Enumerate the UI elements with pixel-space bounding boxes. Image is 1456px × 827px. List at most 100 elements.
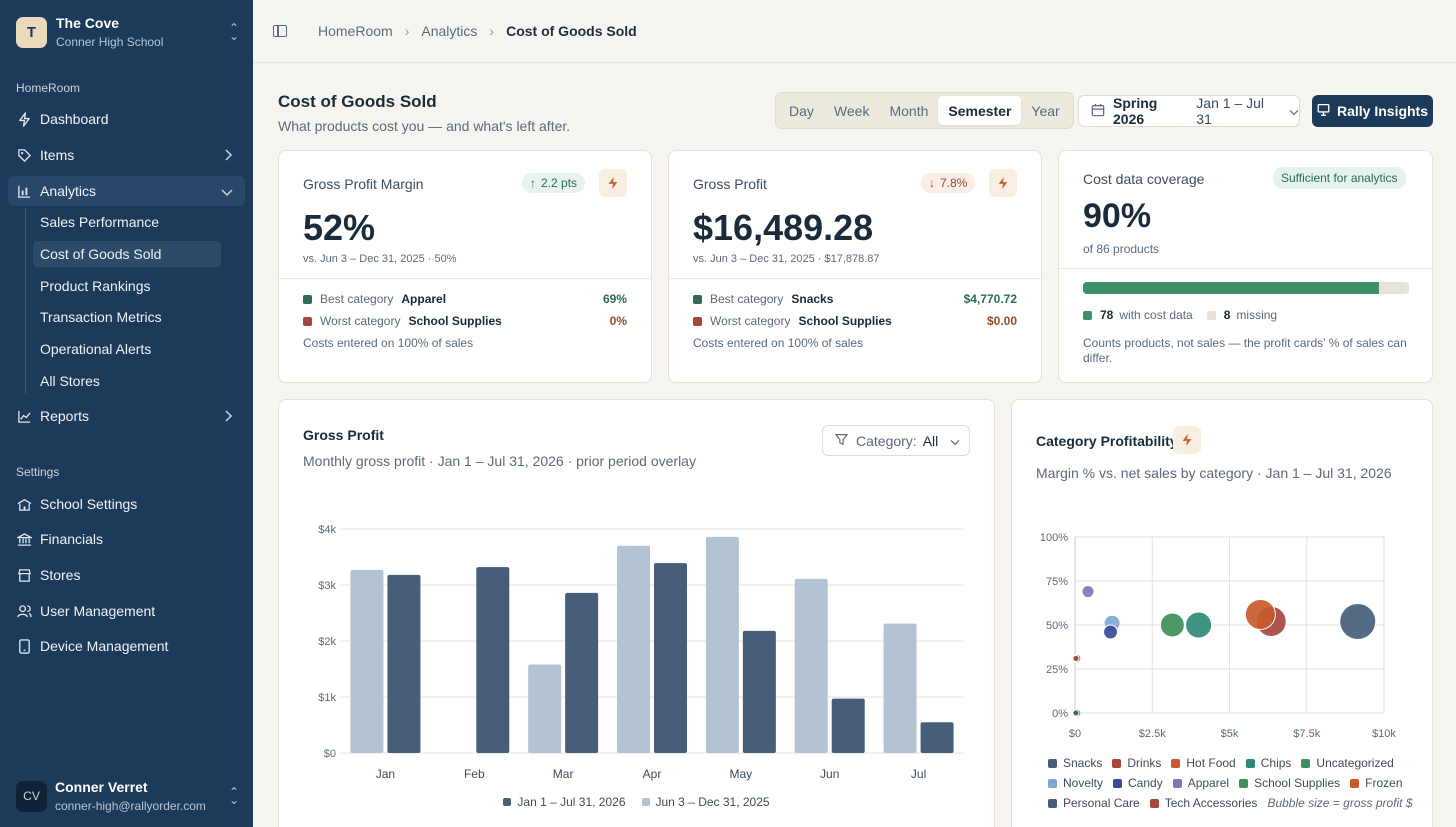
date-range-label: Spring 2026 (1113, 95, 1158, 127)
legend-swatch (1048, 758, 1057, 768)
sidebar-item-analytics[interactable]: Analytics (8, 176, 245, 206)
period-month[interactable]: Month (889, 102, 929, 119)
bolt-icon[interactable] (599, 169, 627, 197)
best-swatch (693, 294, 702, 304)
period-day[interactable]: Day (789, 102, 814, 119)
subnav-line (25, 208, 26, 394)
x-tick-label: Jul (911, 767, 926, 781)
legend-swatch (1048, 798, 1057, 808)
category-filter[interactable]: Category: All (822, 425, 970, 456)
bubble-hot-food[interactable] (1244, 598, 1276, 630)
legend-swatch (1048, 778, 1057, 788)
sidebar-item-stores[interactable]: Stores (8, 560, 245, 590)
period-year[interactable]: Year (1031, 102, 1060, 119)
subnav-sales-performance[interactable]: Sales Performance (40, 214, 160, 230)
status-badge: Sufficient for analytics (1273, 167, 1406, 189)
period-semester[interactable]: Semester (938, 96, 1022, 125)
subnav-product-rankings[interactable]: Product Rankings (40, 278, 151, 294)
sidebar-item-label: Items (40, 147, 75, 163)
calendar-icon (1091, 103, 1105, 120)
sidebar-item-user-management[interactable]: User Management (8, 596, 245, 626)
kpi-compare: vs. Jun 3 – Dec 31, 2025 · $17,878.87 (693, 253, 880, 265)
legend-label: Apparel (1187, 776, 1230, 790)
sidebar-item-items[interactable]: Items (8, 140, 245, 170)
sidebar-item-school-settings[interactable]: School Settings (8, 489, 245, 519)
sidebar: T The Cove Conner High School ⌃ ⌄ HomeRoo… (0, 0, 253, 827)
breadcrumb-homeroom[interactable]: HomeRoom (318, 23, 393, 39)
sidebar-item-financials[interactable]: Financials (8, 524, 245, 554)
period-week[interactable]: Week (833, 102, 870, 119)
kpi-label: Gross Profit (693, 176, 767, 192)
bolt-icon[interactable] (989, 169, 1017, 197)
section-label-homeroom: HomeRoom (16, 81, 81, 95)
chevron-down-icon (221, 184, 233, 200)
badge-value: 2.2 pts (541, 176, 578, 190)
legend-swatch (1245, 758, 1255, 768)
bubble-uncategorized[interactable] (1159, 612, 1185, 638)
worst-value: 0% (609, 314, 627, 328)
bar-jun-prior[interactable] (794, 578, 828, 753)
trend-up-badge: ↑ 2.2 pts (522, 173, 586, 193)
legend-swatch (503, 798, 512, 806)
bar-mar-current[interactable] (565, 592, 599, 753)
bubble-snacks[interactable] (1339, 602, 1377, 640)
chevron-down-icon (950, 433, 960, 449)
worst-name: School Supplies (798, 314, 892, 328)
bar-jan-prior[interactable] (350, 569, 384, 753)
bank-icon (16, 531, 32, 547)
coverage-progress (1083, 282, 1409, 294)
bar-apr-current[interactable] (654, 563, 687, 753)
bar-may-current[interactable] (742, 630, 776, 753)
y-tick-label: 50% (1046, 620, 1068, 632)
best-swatch (303, 294, 312, 304)
breadcrumb-analytics[interactable]: Analytics (421, 23, 478, 39)
bar-jun-current[interactable] (831, 698, 865, 753)
bolt-icon[interactable] (1173, 426, 1201, 454)
sidebar-item-device-management[interactable]: Device Management (8, 631, 245, 661)
y-tick-label: 75% (1046, 576, 1068, 588)
org-switcher[interactable]: T The Cove Conner High School ⌃ ⌄ (16, 15, 241, 49)
rally-insights-button[interactable]: Rally Insights (1312, 95, 1433, 127)
kpi-value: $16,489.28 (693, 207, 874, 248)
bubble-apparel[interactable] (1081, 585, 1095, 599)
sidebar-item-dashboard[interactable]: Dashboard (8, 104, 245, 134)
bar-mar-prior[interactable] (528, 664, 562, 753)
bubble-personal-care[interactable] (1072, 709, 1080, 717)
chart-title: Category Profitability (1036, 433, 1178, 449)
subnav-operational-alerts[interactable]: Operational Alerts (40, 341, 152, 357)
with-swatch (1083, 310, 1092, 320)
best-name: Apparel (401, 292, 447, 306)
legend-item: Candy (1113, 776, 1163, 790)
bar-jan-current[interactable] (387, 574, 421, 753)
period-selector: Day Week Month Semester Year (775, 92, 1074, 129)
breadcrumb: HomeRoom › Analytics › Cost of Goods Sol… (318, 23, 637, 39)
arrow-up-icon: ↑ (530, 176, 536, 190)
user-menu[interactable]: CV Conner Verret conner-high@rallyorder.… (16, 778, 241, 814)
user-name: Conner Verret (55, 779, 148, 795)
arrow-down-icon: ↓ (929, 176, 935, 190)
org-name: The Cove (56, 15, 120, 31)
sidebar-item-reports[interactable]: Reports (8, 401, 245, 431)
bar-may-prior[interactable] (705, 536, 739, 753)
bubble-size-hint: Bubble size = gross profit $ (1267, 796, 1413, 810)
chart-subtitle: Margin % vs. net sales by category · Jan… (1036, 465, 1392, 481)
with-count: 78 (1100, 308, 1114, 322)
bar-jul-prior[interactable] (883, 623, 917, 753)
sidebar-toggle-icon[interactable] (273, 25, 287, 37)
coverage-progress-fill (1083, 282, 1379, 294)
subnav-cost-of-goods-sold[interactable]: Cost of Goods Sold (33, 241, 221, 267)
section-label-settings: Settings (16, 465, 60, 479)
bar-feb-current[interactable] (476, 567, 510, 753)
bubble-chips[interactable] (1185, 611, 1213, 639)
bar-apr-prior[interactable] (617, 545, 650, 753)
bubble-tech-accessories[interactable] (1072, 654, 1080, 662)
date-range-picker[interactable]: Spring 2026 Jan 1 – Jul 31 (1078, 95, 1300, 127)
legend-swatch (1171, 758, 1181, 768)
kpi-compare: vs. Jun 3 – Dec 31, 2025 · 50% (303, 253, 457, 265)
x-tick-label: Mar (553, 767, 574, 781)
subnav-all-stores[interactable]: All Stores (40, 373, 100, 389)
bar-jul-current[interactable] (920, 722, 954, 753)
legend-swatch (1149, 798, 1159, 808)
bubble-candy[interactable] (1103, 624, 1119, 640)
subnav-transaction-metrics[interactable]: Transaction Metrics (40, 309, 162, 325)
